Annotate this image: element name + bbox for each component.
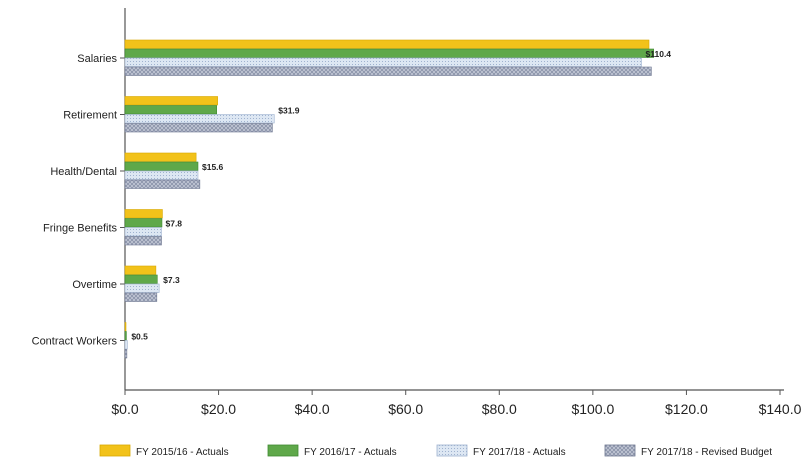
x-tick-label: $20.0 bbox=[201, 401, 236, 417]
bar bbox=[125, 115, 274, 124]
category-label: Health/Dental bbox=[50, 166, 117, 178]
data-label: $7.3 bbox=[163, 275, 180, 285]
bar bbox=[125, 266, 156, 275]
x-tick-label: $60.0 bbox=[388, 401, 423, 417]
legend-swatch bbox=[100, 445, 130, 456]
bar bbox=[125, 124, 272, 133]
data-label: $7.8 bbox=[165, 219, 182, 229]
bar bbox=[125, 171, 198, 180]
bar bbox=[125, 228, 161, 237]
bar bbox=[125, 40, 649, 49]
x-tick-label: $120.0 bbox=[665, 401, 708, 417]
bar bbox=[125, 106, 217, 115]
legend-label: FY 2015/16 - Actuals bbox=[136, 447, 229, 458]
bar bbox=[125, 332, 126, 341]
x-tick-label: $140.0 bbox=[759, 401, 802, 417]
x-tick-label: $100.0 bbox=[571, 401, 614, 417]
legend-label: FY 2016/17 - Actuals bbox=[304, 447, 397, 458]
plot-area: $0.0 $20.0 $40.0 $60.0 $80.0 $100.0 $120.0 $140… bbox=[32, 8, 802, 417]
bar bbox=[125, 284, 159, 293]
x-tick-label: $40.0 bbox=[295, 401, 330, 417]
legend-swatch bbox=[605, 445, 635, 456]
bar bbox=[125, 323, 126, 332]
bar bbox=[125, 275, 157, 284]
bar bbox=[125, 350, 127, 359]
bar bbox=[125, 49, 654, 58]
legend-swatch bbox=[268, 445, 298, 456]
bar bbox=[125, 97, 218, 106]
bar bbox=[125, 67, 651, 76]
data-label: $0.5 bbox=[131, 332, 148, 342]
data-label: $31.9 bbox=[278, 106, 300, 116]
x-tick-label: $0.0 bbox=[111, 401, 138, 417]
legend-label: FY 2017/18 - Revised Budget bbox=[641, 447, 772, 458]
legend: FY 2015/16 - Actuals FY 2016/17 - Actuals… bbox=[100, 445, 772, 458]
bar bbox=[125, 210, 162, 219]
category-label: Overtime bbox=[72, 279, 117, 291]
bar bbox=[125, 237, 161, 246]
category-label: Fringe Benefits bbox=[43, 223, 117, 235]
bar bbox=[125, 153, 196, 162]
data-label: $110.4 bbox=[646, 49, 672, 59]
x-tick-label: $80.0 bbox=[482, 401, 517, 417]
legend-label: FY 2017/18 - Actuals bbox=[473, 447, 566, 458]
data-label: $15.6 bbox=[202, 162, 224, 172]
category-label: Salaries bbox=[77, 53, 117, 65]
category-label: Contract Workers bbox=[32, 336, 118, 348]
bar bbox=[125, 341, 127, 350]
bar bbox=[125, 293, 157, 302]
bar bbox=[125, 162, 198, 171]
bar bbox=[125, 219, 162, 228]
category-label: Retirement bbox=[63, 110, 117, 122]
legend-swatch bbox=[437, 445, 467, 456]
bar bbox=[125, 180, 200, 189]
bar bbox=[125, 58, 642, 67]
